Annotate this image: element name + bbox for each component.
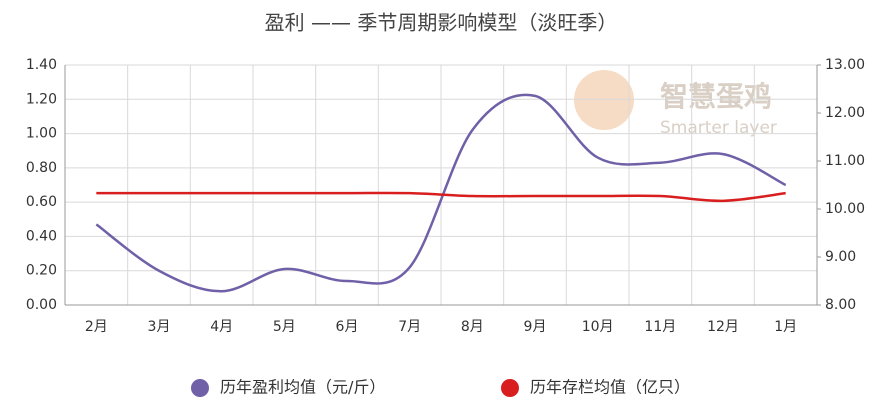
y-tick-label: 0.60: [26, 194, 57, 210]
x-tick-label: 2月: [85, 319, 108, 335]
x-tick-label: 10月: [582, 319, 614, 335]
x-tick-label: 8月: [461, 319, 484, 335]
y2-tick-label: 12.00: [825, 105, 865, 121]
x-tick-label: 12月: [707, 319, 739, 335]
y-tick-label: 1.40: [26, 57, 57, 73]
y-tick-label: 0.00: [26, 297, 57, 313]
x-tick-label: 11月: [644, 319, 676, 335]
watermark: 智慧蛋鸡: [660, 80, 772, 113]
watermark-logo: [574, 70, 634, 130]
x-tick-label: 1月: [774, 319, 797, 335]
y2-tick-label: 10.00: [825, 201, 865, 217]
x-tick-label: 4月: [210, 319, 233, 335]
y-tick-label: 0.20: [26, 263, 57, 279]
y2-tick-label: 11.00: [825, 153, 865, 169]
y2-tick-label: 13.00: [825, 57, 865, 73]
x-tick-label: 7月: [398, 319, 421, 335]
y-tick-label: 1.00: [26, 126, 57, 142]
legend-marker: [501, 379, 519, 397]
x-tick-label: 9月: [524, 319, 547, 335]
chart-title: 盈利 —— 季节周期影响模型（淡旺季）: [265, 11, 618, 35]
y2-tick-label: 9.00: [825, 249, 856, 265]
y-tick-label: 0.40: [26, 228, 57, 244]
y-tick-label: 0.80: [26, 160, 57, 176]
x-tick-label: 6月: [336, 319, 359, 335]
legend-marker: [191, 379, 209, 397]
y-tick-label: 1.20: [26, 91, 57, 107]
x-tick-label: 3月: [148, 319, 171, 335]
series-line: [96, 191, 786, 203]
watermark: Smarter layer: [660, 118, 777, 138]
x-tick-label: 5月: [273, 319, 296, 335]
legend-label: 历年存栏均值（亿只）: [530, 378, 690, 397]
y2-tick-label: 8.00: [825, 297, 856, 313]
legend-label: 历年盈利均值（元/斤）: [220, 378, 385, 397]
